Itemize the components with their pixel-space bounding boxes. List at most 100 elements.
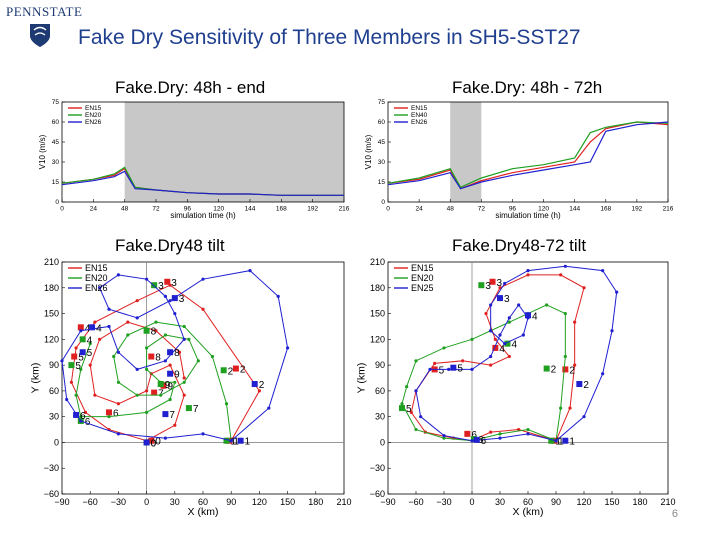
marker-label: 9 (174, 370, 180, 381)
marker-label: 2 (240, 365, 246, 376)
x-tick-label: 90 (551, 497, 561, 507)
y-tick-label: −30 (44, 463, 59, 473)
track-point (248, 268, 252, 273)
marker-square (185, 405, 192, 412)
panel-title-3: Fake.Dry48 tilt (115, 236, 225, 255)
x-tick-label: 120 (576, 497, 591, 507)
marker-square (492, 344, 499, 351)
x-tick-label: 0 (144, 497, 149, 507)
marker-label: 5 (78, 353, 84, 364)
y-tick-label: 60 (49, 386, 59, 396)
legend-label: EN26 (411, 119, 428, 126)
x-tick-label: 168 (600, 206, 611, 213)
track-point (168, 299, 172, 303)
page-number: 6 (671, 508, 678, 520)
y-tick-label: 15 (378, 179, 386, 186)
track-point (498, 436, 502, 440)
chart-1: 0 24 48 72 96 120 144 168 192 216 0 15 30 45 60 75 simul… (38, 99, 350, 220)
marker-square (79, 336, 86, 343)
marker-square (232, 365, 239, 372)
marker-label: 0 (155, 437, 161, 448)
track-point (409, 410, 413, 414)
marker-label: 4 (532, 311, 538, 322)
slide-title: Fake Dry Sensitivity of Three Members in… (78, 26, 581, 49)
panel-title-1: Fake.Dry: 48h - end (115, 78, 266, 97)
track-point (98, 337, 102, 341)
y-tick-label: 0 (55, 199, 59, 206)
marker-square (164, 278, 171, 285)
marker-square (450, 364, 457, 371)
track-point (168, 363, 172, 367)
y-tick-label: 45 (378, 139, 386, 146)
y-tick-label: 120 (44, 334, 59, 344)
track-point (526, 432, 530, 436)
track-point (65, 397, 69, 402)
x-tick-label: 30 (495, 497, 505, 507)
track-point (159, 393, 163, 397)
marker-label: 1 (558, 437, 564, 448)
x-tick-label: 48 (121, 206, 129, 213)
track-point (610, 329, 614, 333)
x-tick-label: 144 (569, 206, 580, 213)
marker-label: 1 (555, 437, 561, 448)
marker-label: 1 (245, 437, 251, 448)
pennstate-logo: PENNSTATE (6, 4, 82, 52)
marker-square (79, 349, 86, 356)
marker-label: 3 (171, 278, 177, 289)
plot-frame (61, 261, 345, 495)
marker-label: 0 (151, 438, 157, 449)
track-point (173, 380, 177, 384)
track-point (145, 410, 149, 414)
track-point (182, 376, 186, 380)
marker-label: 6 (85, 417, 91, 428)
x-tick-label: 24 (90, 206, 98, 213)
track-point (498, 333, 502, 337)
track-point (201, 277, 205, 281)
track-point (229, 439, 233, 443)
track-point (433, 361, 437, 365)
track-point (163, 359, 167, 363)
legend-label: EN15 (411, 105, 428, 112)
plot-frame (61, 101, 345, 203)
track-point (79, 367, 83, 372)
x-tick-label: −60 (408, 497, 423, 507)
marker-label: 6 (113, 408, 119, 419)
x-tick-label: 216 (663, 206, 674, 213)
x-tick-label: 24 (415, 206, 423, 213)
marker-square (171, 295, 178, 302)
x-axis-label: simulation time (h) (170, 211, 236, 220)
marker-label: 3 (158, 281, 164, 292)
marker-label: 7 (193, 404, 199, 415)
track-point (173, 423, 177, 427)
marker-label: 2 (228, 366, 234, 377)
x-tick-label: 48 (447, 206, 455, 213)
track-point (83, 410, 88, 414)
marker-square (167, 370, 174, 377)
marker-square (478, 282, 485, 289)
x-tick-label: 216 (339, 206, 350, 213)
track-point (267, 406, 271, 410)
x-tick-label: 150 (604, 497, 619, 507)
x-tick-label: 210 (336, 497, 351, 507)
track-point (484, 311, 488, 316)
track-point (400, 402, 404, 406)
x-tick-label: 0 (386, 206, 390, 213)
track-point (126, 320, 130, 324)
y-tick-label: 60 (375, 386, 385, 396)
y-tick-label: 90 (375, 360, 385, 370)
x-tick-label: 0 (469, 497, 474, 507)
y-tick-label: 30 (375, 412, 385, 422)
y-tick-label: 210 (44, 257, 59, 267)
x-tick-label: 120 (252, 497, 267, 507)
marker-square (143, 327, 150, 334)
y-tick-label: 180 (370, 283, 385, 293)
track-point (173, 311, 177, 316)
marker-square (562, 366, 569, 373)
track-point (116, 402, 120, 406)
track-point (517, 427, 521, 432)
marker-square (71, 353, 78, 360)
x-tick-label: −90 (380, 497, 395, 507)
track-point (210, 354, 214, 359)
track-point (74, 393, 78, 397)
track-point (521, 333, 525, 337)
